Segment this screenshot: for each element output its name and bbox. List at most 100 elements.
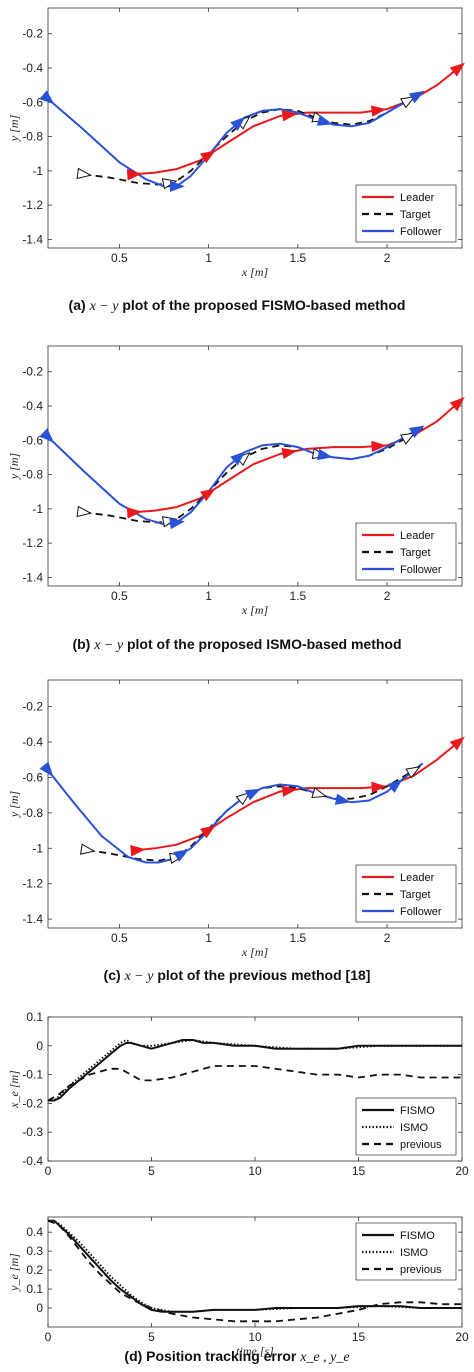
x-tick-label: 5 (148, 1164, 155, 1178)
y-axis-label: x_e [m] (7, 1070, 21, 1109)
legend-box (355, 864, 457, 923)
legend: Leader Target Follower (355, 522, 457, 581)
marker-leader (281, 785, 298, 797)
x-tick-label: 1.5 (289, 251, 306, 265)
chart-b: 0.5 1 1.5 2 -0.2 -0.4 -0.6 -0.8 -1 -1.2 -1.4 x [m] y… (7, 345, 465, 617)
series-line-fismo (48, 1039, 462, 1102)
marker-target (311, 787, 328, 799)
marker-target (80, 843, 96, 855)
legend-label-follower: Follower (400, 564, 442, 576)
marker-leader (130, 845, 146, 857)
x-tick-label: 0.5 (111, 931, 128, 945)
marker-leader (371, 440, 387, 453)
x-tick-label: 1.5 (289, 931, 306, 945)
marker-target (400, 432, 416, 445)
chart-d_xe: 0 5 10 15 20 0.1 0 -0.1 -0.2 -0.3 -0.4 x_e [m] FISMO… (7, 1010, 469, 1178)
legend: Leader Target Follower (355, 864, 457, 923)
y-axis-label: y [m] (7, 791, 21, 819)
caption-d-math: x_e , y_e (300, 1350, 350, 1365)
legend-label-leader: Leader (400, 530, 435, 542)
caption-a-label: (a) (68, 297, 86, 313)
legend-label-target: Target (400, 209, 431, 221)
y-tick-label: -1.4 (22, 570, 43, 584)
series-line-previous (47, 1219, 462, 1323)
marker-target (76, 167, 93, 180)
y-tick-label: -0.1 (22, 1068, 43, 1082)
marker-follower (173, 849, 190, 862)
y-tick-label: 0 (36, 1301, 43, 1315)
x-tick-label: 1 (205, 931, 212, 945)
marker-follower (39, 90, 55, 105)
marker-follower (408, 425, 425, 438)
y-tick-label: -0.8 (22, 130, 43, 144)
caption-c-math: x − y (124, 969, 154, 984)
y-axis-label: y [m] (7, 115, 21, 143)
marker-leader (370, 105, 387, 117)
x-tick-label: 20 (455, 1164, 469, 1178)
y-tick-label: 0.1 (26, 1282, 43, 1296)
legend-label-previous: previous (400, 1139, 442, 1151)
legend-label-fismo: FISMO (400, 1230, 435, 1242)
x-tick-label: 2 (384, 931, 391, 945)
caption-a-text: plot of the proposed FISMO-based method (122, 297, 406, 313)
legend-label-target: Target (400, 547, 431, 559)
x-tick-label: 10 (248, 1164, 262, 1178)
y-tick-label: -1.2 (22, 877, 43, 891)
marker-target (235, 791, 251, 806)
marker-follower (39, 428, 55, 443)
caption-b-math: x − y (94, 638, 124, 653)
x-tick-label: 20 (455, 1330, 469, 1344)
y-axis-label: y [m] (7, 453, 21, 481)
y-tick-label: -1.4 (22, 232, 43, 246)
y-tick-label: -0.2 (22, 700, 43, 714)
x-axis-label: time [s] (236, 1344, 274, 1358)
marker-follower (387, 779, 403, 794)
marker-follower (230, 116, 246, 131)
marker-leader (449, 397, 465, 412)
y-tick-label: -0.8 (22, 806, 43, 820)
legend-label-ismo: ISMO (400, 1247, 429, 1259)
y-tick-label: -0.6 (22, 433, 43, 447)
x-tick-label: 10 (248, 1330, 262, 1344)
marker-leader (371, 781, 387, 794)
y-tick-label: 0.1 (26, 1010, 43, 1024)
legend: FISMO ISMO previous (355, 1222, 457, 1281)
marker-follower (317, 448, 333, 461)
y-tick-label: -0.2 (22, 1096, 43, 1110)
y-tick-label: -1 (32, 841, 43, 855)
marker-follower (169, 517, 185, 530)
x-tick-label: 0 (45, 1330, 52, 1344)
legend-label-fismo: FISMO (400, 1105, 435, 1117)
caption-c: (c) x − y plot of the previous method [1… (0, 967, 474, 985)
legend: FISMO ISMO previous (355, 1097, 457, 1156)
x-tick-label: 2 (384, 589, 391, 603)
marker-leader (126, 507, 143, 519)
legend-box (355, 522, 457, 581)
marker-follower (316, 114, 333, 126)
x-tick-label: 1.5 (289, 589, 306, 603)
y-tick-label: -0.4 (22, 735, 43, 749)
series-line-follower (47, 425, 424, 526)
y-tick-label: 0.4 (26, 1225, 43, 1239)
legend-label-leader: Leader (400, 192, 435, 204)
marker-follower (244, 788, 261, 801)
legend-label-follower: Follower (400, 226, 442, 238)
legend-label-previous: previous (400, 1264, 442, 1276)
x-axis-label: x [m] (241, 265, 269, 279)
y-tick-label: -1 (32, 502, 43, 516)
marker-leader (449, 62, 465, 77)
y-tick-label: -0.4 (22, 1154, 43, 1168)
series-line-ismo (48, 1219, 462, 1313)
caption-c-text: plot of the previous method [18] (157, 967, 371, 983)
legend-box (355, 184, 457, 243)
y-tick-label: -0.2 (22, 365, 43, 379)
chart-a: 0.5 1 1.5 2 -0.2 -0.4 -0.6 -0.8 -1 -1.2 -1.4 x [m] y… (7, 7, 465, 279)
y-tick-label: 0 (36, 1039, 43, 1053)
x-tick-label: 1 (205, 251, 212, 265)
series-line-target (87, 764, 424, 862)
chart-c: 0.5 1 1.5 2 -0.2 -0.4 -0.6 -0.8 -1 -1.2 -1.4 x [m] y… (7, 679, 465, 959)
x-tick-label: 5 (148, 1330, 155, 1344)
series-line-follower (47, 91, 424, 188)
caption-b: (b) x − y plot of the proposed ISMO-base… (0, 636, 474, 654)
y-tick-label: -0.6 (22, 770, 43, 784)
